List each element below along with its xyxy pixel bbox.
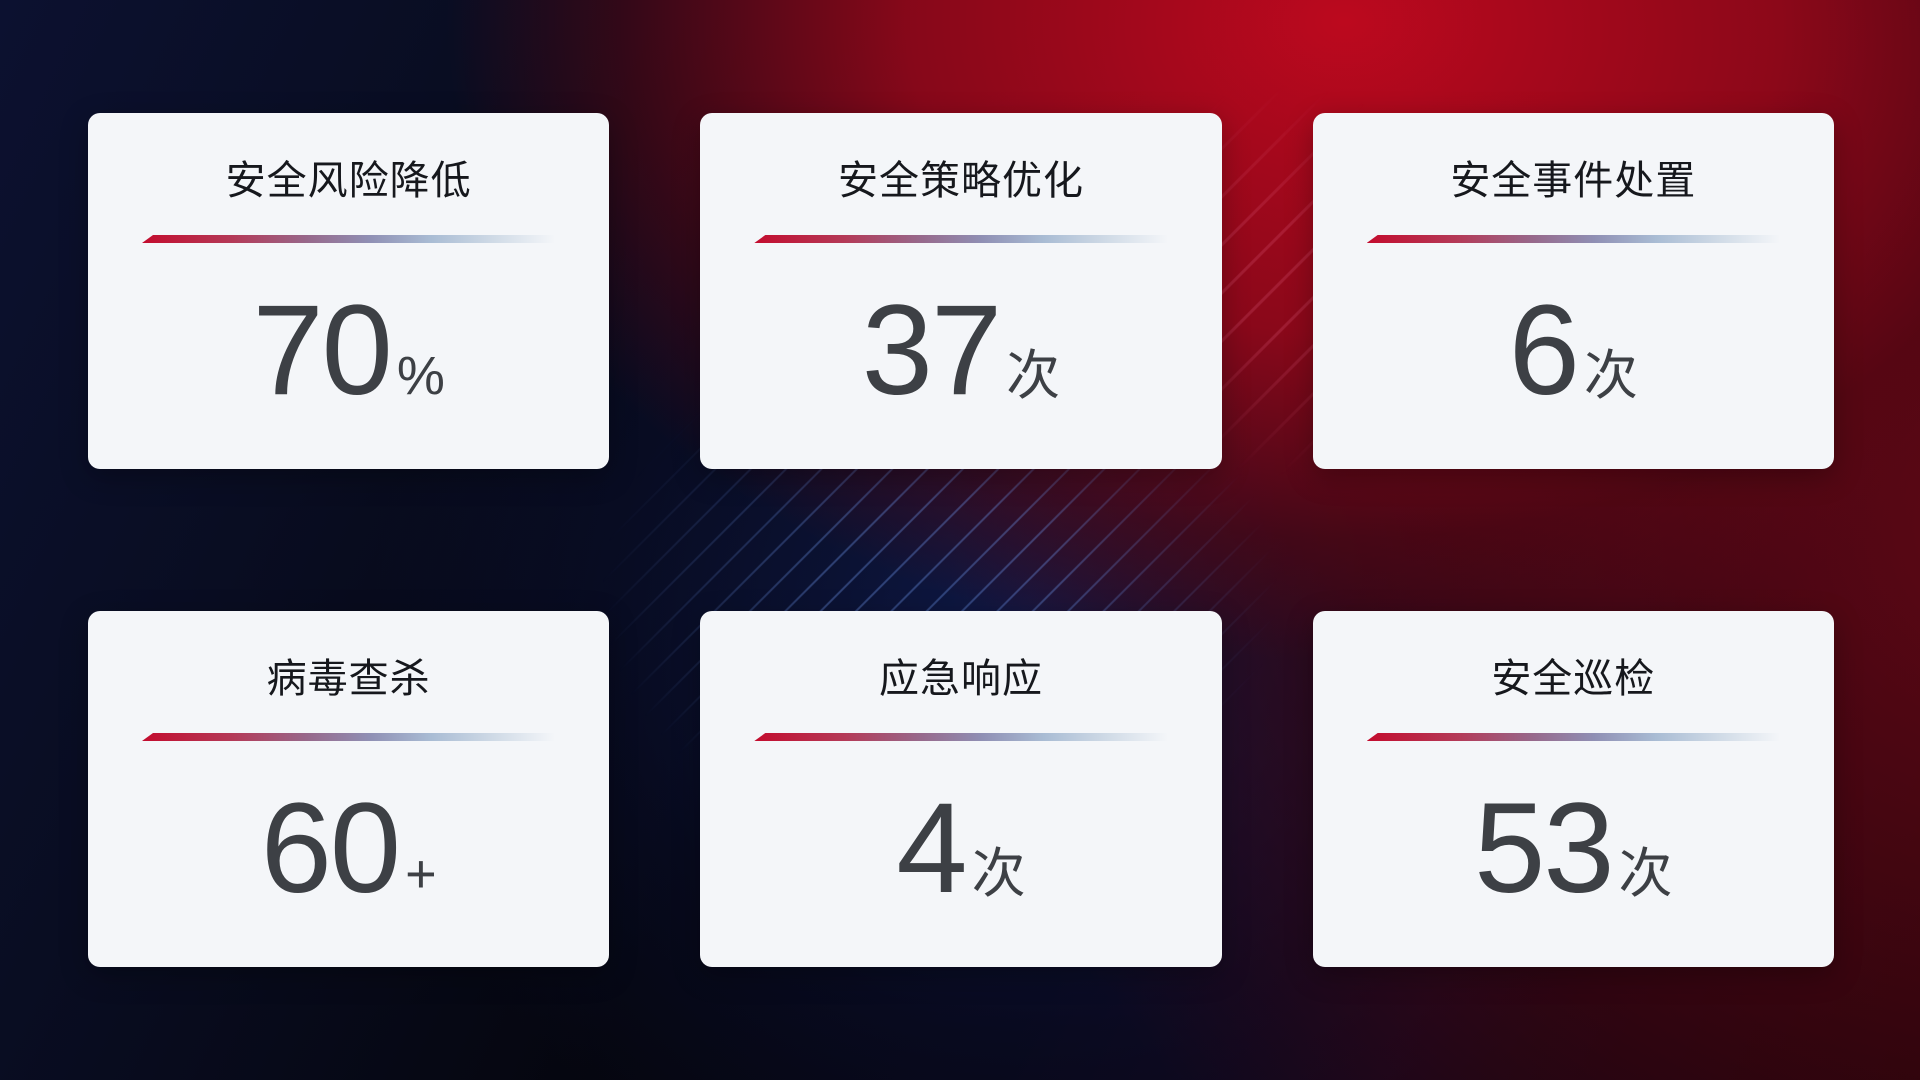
card-title: 安全策略优化: [837, 159, 1084, 203]
value-unit: %: [396, 346, 445, 406]
card-value: 70%: [142, 287, 555, 415]
stat-card-risk-reduction: 安全风险降低 70%: [88, 113, 610, 469]
gradient-divider: [754, 235, 1168, 243]
value-number: 53: [1474, 777, 1614, 920]
value-unit: 次: [1618, 844, 1673, 904]
card-value: 53 次: [1367, 785, 1780, 913]
gradient-divider: [142, 235, 556, 243]
value-unit: +: [405, 844, 437, 904]
value-unit: 次: [1583, 346, 1638, 406]
value-number: 6: [1508, 279, 1580, 422]
card-title: 安全风险降低: [225, 159, 472, 203]
card-title: 应急响应: [878, 657, 1043, 701]
value-number: 70: [252, 279, 392, 422]
stat-card-virus-scan: 病毒查杀 60 +: [88, 611, 610, 967]
value-number: 4: [896, 777, 967, 920]
gradient-divider: [1366, 235, 1780, 243]
stat-card-security-inspection: 安全巡检 53 次: [1312, 611, 1834, 967]
value-number: 37: [861, 279, 1002, 422]
value-unit: 次: [971, 844, 1026, 904]
stat-card-policy-optimization: 安全策略优化 37 次: [700, 113, 1222, 469]
card-value: 60 +: [142, 785, 555, 913]
gradient-divider: [1366, 733, 1780, 741]
value-unit: 次: [1006, 346, 1061, 406]
card-title: 安全巡检: [1491, 657, 1656, 701]
gradient-divider: [754, 733, 1168, 741]
card-title: 病毒查杀: [266, 657, 431, 701]
value-number: 60: [260, 777, 401, 920]
card-value: 37 次: [754, 287, 1167, 415]
card-title: 安全事件处置: [1450, 159, 1697, 203]
gradient-divider: [142, 733, 556, 741]
